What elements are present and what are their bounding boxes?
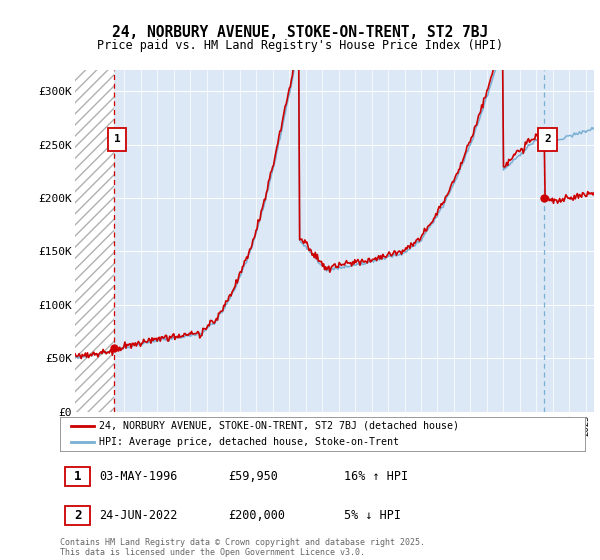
FancyBboxPatch shape: [108, 128, 127, 151]
Text: 1: 1: [74, 470, 82, 483]
Text: 5% ↓ HPI: 5% ↓ HPI: [343, 509, 401, 522]
Text: £200,000: £200,000: [228, 509, 285, 522]
Text: 24, NORBURY AVENUE, STOKE-ON-TRENT, ST2 7BJ (detached house): 24, NORBURY AVENUE, STOKE-ON-TRENT, ST2 …: [100, 421, 460, 431]
Text: £59,950: £59,950: [228, 470, 278, 483]
FancyBboxPatch shape: [65, 506, 91, 525]
Text: 24-JUN-2022: 24-JUN-2022: [100, 509, 178, 522]
Text: 16% ↑ HPI: 16% ↑ HPI: [343, 470, 407, 483]
Text: 2: 2: [544, 134, 551, 144]
Text: 1: 1: [114, 134, 121, 144]
Text: HPI: Average price, detached house, Stoke-on-Trent: HPI: Average price, detached house, Stok…: [100, 437, 400, 447]
Text: 2: 2: [74, 509, 82, 522]
FancyBboxPatch shape: [538, 128, 557, 151]
Bar: [75, 70, 114, 412]
Text: 24, NORBURY AVENUE, STOKE-ON-TRENT, ST2 7BJ: 24, NORBURY AVENUE, STOKE-ON-TRENT, ST2 …: [112, 25, 488, 40]
FancyBboxPatch shape: [65, 468, 91, 486]
Text: 03-MAY-1996: 03-MAY-1996: [100, 470, 178, 483]
Text: Contains HM Land Registry data © Crown copyright and database right 2025.
This d: Contains HM Land Registry data © Crown c…: [60, 538, 425, 557]
Text: Price paid vs. HM Land Registry's House Price Index (HPI): Price paid vs. HM Land Registry's House …: [97, 39, 503, 53]
